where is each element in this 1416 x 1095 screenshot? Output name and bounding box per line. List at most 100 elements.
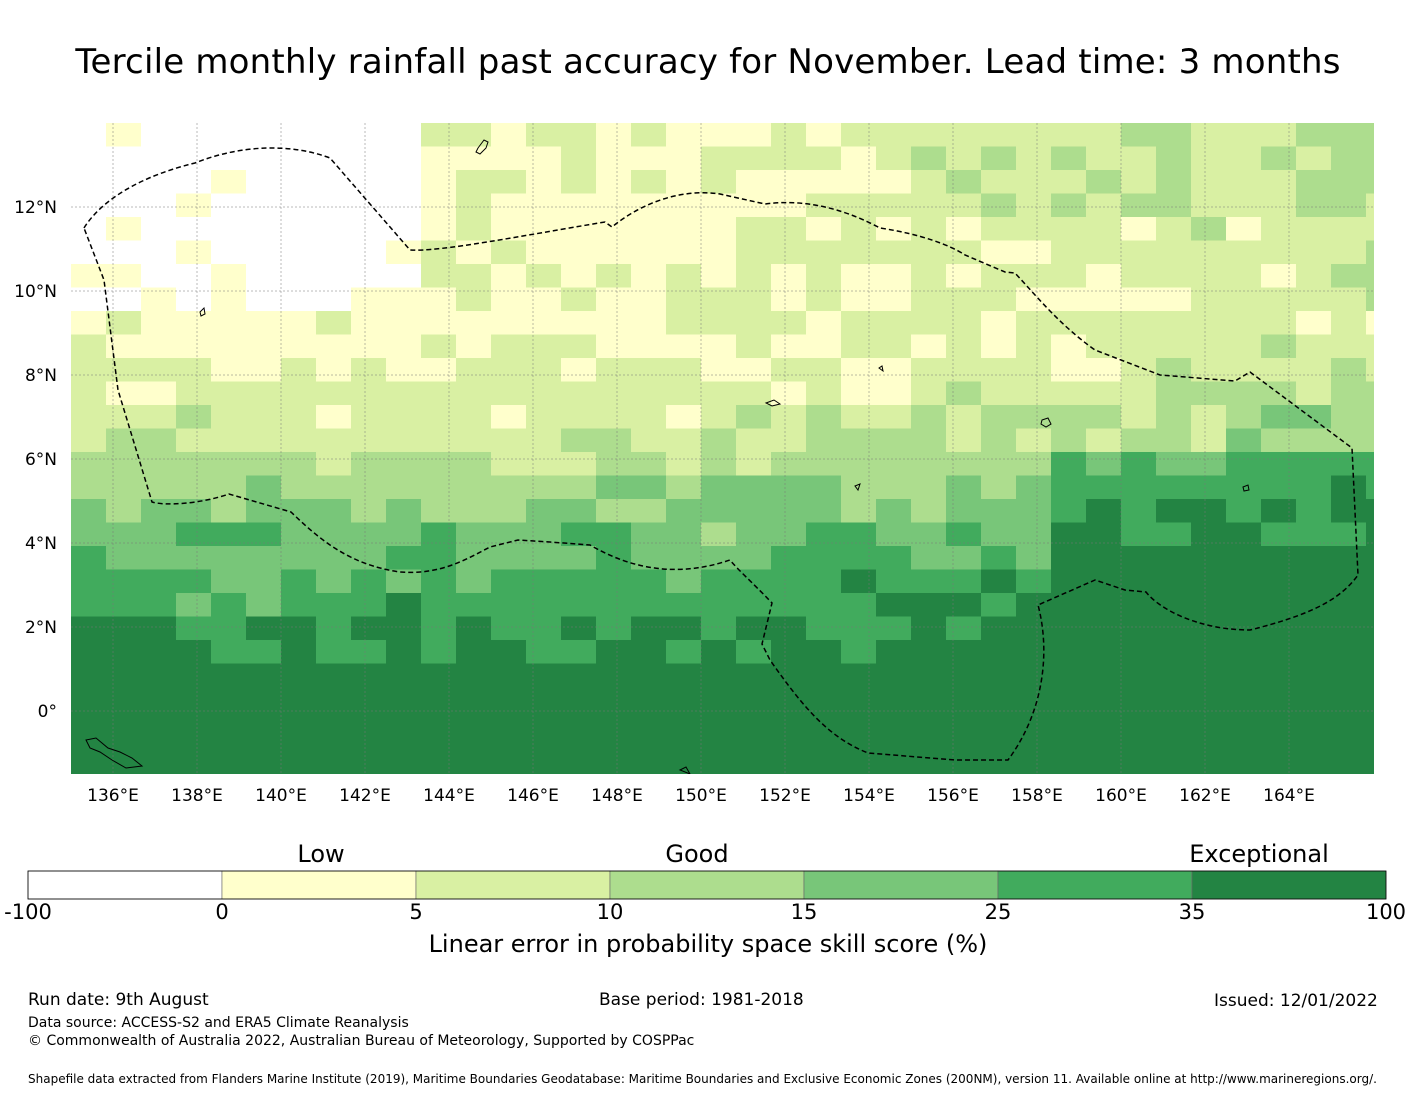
skill-cell	[701, 569, 737, 594]
skill-cell	[491, 264, 527, 289]
skill-cell	[981, 170, 1017, 195]
skill-cell	[736, 546, 772, 571]
skill-cell	[981, 405, 1017, 430]
skill-cell	[841, 687, 877, 712]
skill-cell	[1366, 546, 1374, 571]
skill-cell	[456, 193, 492, 218]
skill-cell	[561, 687, 597, 712]
skill-cell	[141, 734, 177, 759]
skill-cell	[1121, 546, 1157, 571]
skill-cell	[1261, 264, 1297, 289]
skill-cell	[1261, 640, 1297, 665]
skill-cell	[316, 640, 352, 665]
skill-cell	[981, 311, 1017, 336]
skill-cell	[176, 710, 212, 735]
skill-cell	[911, 734, 947, 759]
skill-cell	[666, 428, 702, 453]
colorbar-segment	[415, 870, 611, 900]
skill-cell	[1226, 264, 1262, 289]
skill-cell	[1296, 616, 1332, 641]
skill-cell	[946, 311, 982, 336]
skill-cell	[526, 311, 562, 336]
skill-cell	[1016, 569, 1052, 594]
skill-cell	[1296, 734, 1332, 759]
skill-cell	[561, 710, 597, 735]
skill-cell	[526, 146, 562, 171]
skill-cell	[1051, 616, 1087, 641]
skill-cell	[491, 358, 527, 383]
skill-cell	[246, 358, 282, 383]
skill-cell	[736, 240, 772, 265]
skill-cell	[631, 499, 667, 524]
cb-tick: 25	[984, 900, 1012, 924]
skill-cell	[281, 522, 317, 547]
skill-cell	[71, 146, 107, 171]
skill-cell	[946, 616, 982, 641]
skill-cell	[1296, 710, 1332, 735]
skill-cell	[666, 217, 702, 242]
skill-cell	[946, 734, 982, 759]
skill-cell	[1016, 217, 1052, 242]
skill-cell	[1016, 593, 1052, 618]
skill-cell	[421, 334, 457, 359]
skill-cell	[946, 593, 982, 618]
skill-cell	[806, 522, 842, 547]
skill-cell	[1226, 146, 1262, 171]
skill-cell	[701, 640, 737, 665]
skill-cell	[771, 757, 807, 774]
skill-cell	[1191, 381, 1227, 406]
skill-cell	[1051, 569, 1087, 594]
skill-cell	[526, 123, 562, 148]
category-low: Low	[297, 840, 345, 868]
skill-cell	[1226, 428, 1262, 453]
skill-cell	[701, 546, 737, 571]
skill-cell	[1191, 616, 1227, 641]
skill-cell	[736, 569, 772, 594]
skill-cell	[701, 616, 737, 641]
skill-cell	[736, 522, 772, 547]
skill-cell	[1121, 499, 1157, 524]
skill-cell	[1016, 687, 1052, 712]
skill-cell	[1086, 240, 1122, 265]
skill-cell	[771, 334, 807, 359]
skill-cell	[1296, 663, 1332, 688]
skill-cell	[911, 663, 947, 688]
skill-cell	[1366, 240, 1374, 265]
skill-cell	[701, 334, 737, 359]
skill-cell	[526, 593, 562, 618]
skill-cell	[1121, 428, 1157, 453]
skill-cell	[246, 334, 282, 359]
skill-cell	[1086, 452, 1122, 477]
skill-cell	[666, 569, 702, 594]
skill-cell	[1016, 287, 1052, 312]
skill-cell	[981, 123, 1017, 148]
skill-cell	[1156, 546, 1192, 571]
gridlines	[71, 123, 1374, 774]
skill-cell	[841, 146, 877, 171]
skill-cell	[1226, 123, 1262, 148]
skill-cell	[281, 287, 317, 312]
skill-cell	[1366, 428, 1374, 453]
skill-map: 136°E 138°E 140°E 142°E 144°E 146°E 148°E 150°E…	[14, 123, 1374, 806]
skill-cell	[1191, 311, 1227, 336]
skill-cell	[316, 170, 352, 195]
skill-cell	[596, 616, 632, 641]
skill-cell	[211, 170, 247, 195]
skill-cell	[351, 499, 387, 524]
lon-tick-label: 152°E	[759, 786, 811, 806]
skill-cell	[1051, 358, 1087, 383]
skill-cell	[176, 593, 212, 618]
skill-cell	[491, 334, 527, 359]
skill-cell	[281, 734, 317, 759]
skill-cell	[211, 240, 247, 265]
skill-cell	[316, 569, 352, 594]
colorbar-segment	[1191, 870, 1387, 900]
skill-cell	[1226, 358, 1262, 383]
skill-cell	[1051, 217, 1087, 242]
skill-cell	[666, 663, 702, 688]
skill-cell	[771, 499, 807, 524]
island-chuuk	[1040, 417, 1052, 428]
skill-cell	[1226, 217, 1262, 242]
skill-cell	[1016, 381, 1052, 406]
skill-cell	[736, 217, 772, 242]
